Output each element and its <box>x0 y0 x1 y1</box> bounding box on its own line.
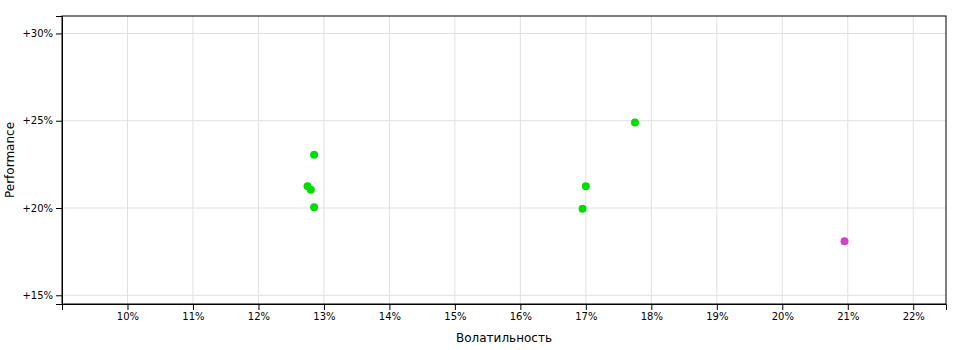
tick-mark <box>56 295 62 296</box>
tick: +30% <box>22 28 62 39</box>
x-axis: 10% 11% 12% 13% 14% 15% 16% 17% 18% 19% 20% 21% 22% <box>63 304 947 322</box>
tick-label: +25% <box>22 115 53 126</box>
point <box>310 203 318 211</box>
point <box>841 237 849 245</box>
grid-line-y <box>62 120 946 121</box>
grid-line-x <box>258 16 259 304</box>
tick-mark <box>324 304 325 310</box>
tick: 10% <box>117 304 139 322</box>
tick-label: 17% <box>575 311 597 322</box>
grid-line-x <box>716 16 717 304</box>
tick-label: 13% <box>313 311 335 322</box>
tick: 21% <box>837 304 859 322</box>
grid-line-x <box>323 16 324 304</box>
grid-line-y <box>62 208 946 209</box>
tick: 13% <box>313 304 335 322</box>
tick-label: 12% <box>248 311 270 322</box>
tick-label: 19% <box>706 311 728 322</box>
y-axis-title: Performance <box>3 122 17 198</box>
tick-label: 10% <box>117 311 139 322</box>
grid-line-x <box>454 16 455 304</box>
axis-line <box>56 17 63 305</box>
tick-mark <box>782 304 783 310</box>
grid-line-x <box>585 16 586 304</box>
tick-label: 11% <box>182 311 204 322</box>
tick: +15% <box>22 290 62 301</box>
tick-label: 20% <box>772 311 794 322</box>
tick-label: +30% <box>22 28 53 39</box>
plot-frame <box>62 16 946 304</box>
tick: +25% <box>22 115 62 126</box>
point <box>579 205 587 213</box>
tick-label: 21% <box>837 311 859 322</box>
tick-label: 18% <box>641 311 663 322</box>
tick-label: 22% <box>903 311 925 322</box>
tick: 14% <box>379 304 401 322</box>
tick: 17% <box>575 304 597 322</box>
tick-label: +20% <box>22 203 53 214</box>
series <box>841 237 849 245</box>
tick: 18% <box>641 304 663 322</box>
tick: 20% <box>772 304 794 322</box>
tick-mark <box>455 304 456 310</box>
points <box>304 118 849 245</box>
point <box>307 186 315 194</box>
grid-line-y <box>62 295 946 296</box>
grid-line-y <box>62 33 946 34</box>
grid <box>62 16 946 304</box>
tick: 11% <box>182 304 204 322</box>
tick-label: 15% <box>444 311 466 322</box>
axis-line <box>63 305 947 311</box>
tick: +20% <box>22 203 62 214</box>
tick-mark <box>56 208 62 209</box>
tick-mark <box>258 304 259 310</box>
x-axis-title: Волатильность <box>456 331 552 345</box>
tick-label: 14% <box>379 311 401 322</box>
tick-mark <box>651 304 652 310</box>
tick-label: +15% <box>22 290 53 301</box>
tick-mark <box>193 304 194 310</box>
tick: 19% <box>706 304 728 322</box>
y-axis: +15% +20% +25% +30% <box>22 17 62 305</box>
tick-mark <box>717 304 718 310</box>
grid-line-x <box>520 16 521 304</box>
tick-mark <box>848 304 849 310</box>
tick-mark <box>56 33 62 34</box>
grid-line-x <box>782 16 783 304</box>
tick: 22% <box>903 304 925 322</box>
grid-line-x <box>192 16 193 304</box>
point <box>310 151 318 159</box>
tick-mark <box>520 304 521 310</box>
tick: 12% <box>248 304 270 322</box>
grid-line-x <box>651 16 652 304</box>
point <box>582 182 590 190</box>
tick-mark <box>586 304 587 310</box>
grid-line-x <box>913 16 914 304</box>
series <box>304 118 639 212</box>
tick: 16% <box>510 304 532 322</box>
grid-line-x <box>847 16 848 304</box>
grid-line-x <box>127 16 128 304</box>
point <box>631 118 639 126</box>
plot: 10% 11% 12% 13% 14% 15% 16% 17% 18% 19% 20% 21% 22% +… <box>22 16 946 322</box>
tick-label: 16% <box>510 311 532 322</box>
chart: 10% 11% 12% 13% 14% 15% 16% 17% 18% 19% 20% 21% 22% +… <box>0 0 966 350</box>
tick-mark <box>389 304 390 310</box>
tick-mark <box>913 304 914 310</box>
grid-line-x <box>389 16 390 304</box>
tick-mark <box>56 121 62 122</box>
tick-mark <box>127 304 128 310</box>
tick: 15% <box>444 304 466 322</box>
